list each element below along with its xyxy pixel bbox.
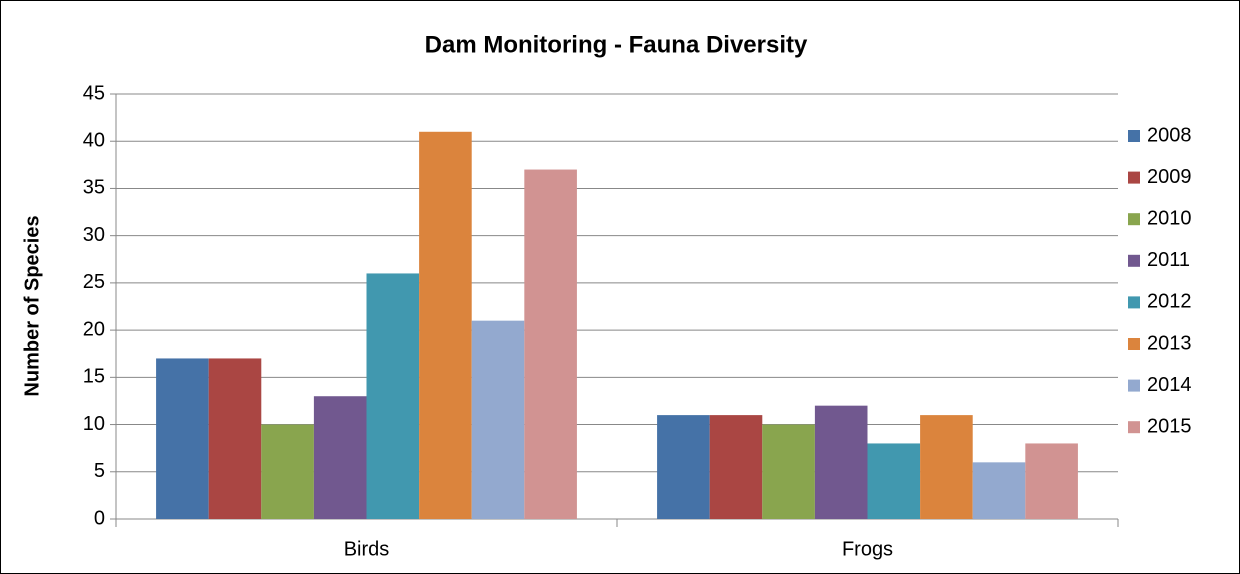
bar [762, 424, 815, 519]
legend-swatch [1128, 421, 1140, 434]
bar [366, 273, 420, 519]
bar [1025, 443, 1078, 519]
legend-swatch [1128, 296, 1140, 309]
x-tick-label: Frogs [842, 538, 893, 560]
y-tick-label: 5 [94, 460, 105, 482]
legend-label: 2010 [1147, 207, 1192, 229]
bar [657, 415, 710, 519]
bar [709, 415, 763, 519]
bar [524, 169, 577, 520]
y-tick-label: 40 [83, 130, 105, 152]
legend-swatch [1128, 338, 1140, 350]
legend-swatch [1128, 379, 1140, 392]
bar [814, 405, 868, 519]
bar [920, 415, 973, 519]
legend-swatch [1128, 254, 1140, 267]
y-tick-label: 10 [83, 413, 105, 435]
legend-swatch [1128, 213, 1140, 226]
y-tick-label: 30 [83, 224, 105, 246]
bar [156, 358, 209, 519]
bar [419, 131, 472, 519]
legend-label: 2011 [1147, 249, 1190, 271]
x-tick-label: Birds [344, 538, 390, 560]
chart-title: Dam Monitoring - Fauna Diversity [425, 31, 808, 58]
y-tick-label: 0 [94, 507, 105, 529]
legend-label: 2014 [1147, 374, 1192, 396]
legend-label: 2013 [1147, 332, 1192, 354]
y-tick-label: 15 [83, 366, 105, 388]
bar [208, 358, 262, 519]
bar [867, 443, 921, 519]
y-axis-label: Number of Species [21, 215, 43, 396]
y-tick-label: 25 [83, 271, 105, 293]
bar [471, 320, 525, 519]
legend-label: 2015 [1147, 415, 1192, 437]
y-tick-label: 45 [83, 82, 105, 104]
bar [313, 396, 367, 519]
bar [261, 424, 314, 519]
legend-label: 2009 [1147, 166, 1192, 188]
legend-label: 2012 [1147, 291, 1192, 313]
bar [972, 462, 1026, 519]
legend-label: 2008 [1147, 124, 1192, 146]
legend-swatch [1128, 171, 1140, 184]
y-tick-label: 35 [83, 177, 105, 199]
y-tick-label: 20 [83, 318, 105, 340]
legend-swatch [1128, 130, 1140, 142]
